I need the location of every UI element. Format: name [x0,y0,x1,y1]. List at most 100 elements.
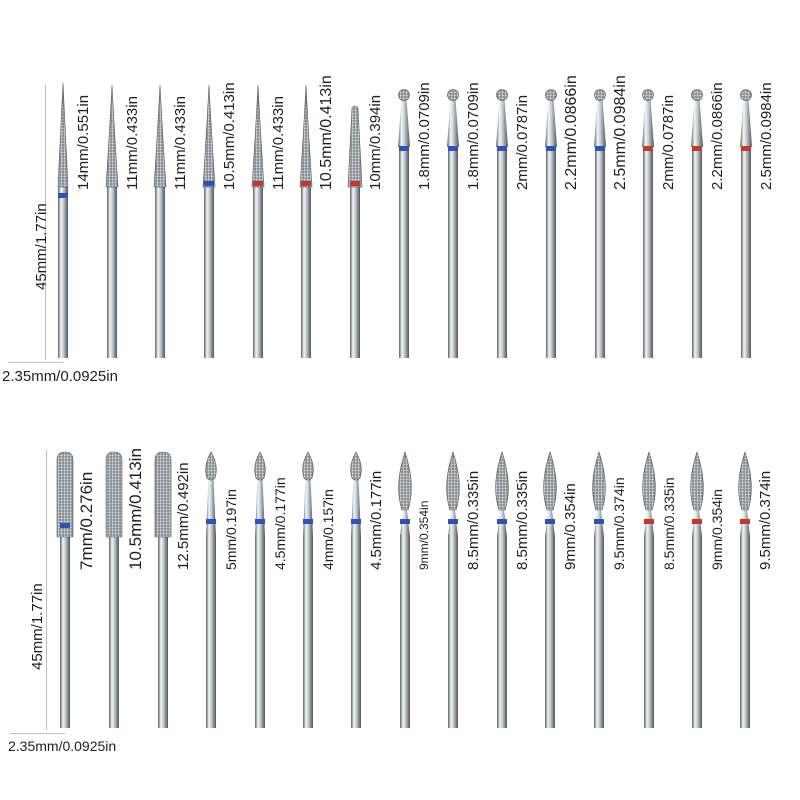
bit-size-label: 14mm/0.551in [75,94,92,190]
bit-size-label: 2mm/0.0787in [514,94,531,190]
bit-head-cone [202,84,216,188]
bit-size-label: 5mm/0.197in [223,489,239,570]
drill-bit [691,89,703,358]
color-band-red [350,181,360,186]
bit-head-flame [642,451,656,511]
drill-bit [251,84,265,358]
bit-size-label: 11mm/0.433in [124,96,141,190]
bit-head-ball [642,89,654,101]
color-band-blue [448,146,458,151]
bit-shank [255,535,265,728]
drill-bit [350,451,362,728]
color-band-blue [204,181,214,186]
bit-shank [692,145,702,358]
bit-shank [301,185,311,358]
drill-bit [592,451,606,728]
bit-size-label: 9.5mm/0.374in [611,477,627,570]
bit-head-flame [690,451,704,511]
bit-shank [351,535,361,728]
bit-shank [253,185,263,358]
shank-reference-line-top [8,362,63,363]
drill-bit [447,89,459,358]
bit-head-bud [205,451,217,481]
bit-head-flame [446,451,460,511]
bit-shank [644,535,654,728]
bit-row-top [57,82,752,358]
bit-head-ball [740,89,752,101]
color-band-blue [351,519,361,524]
drill-bit [205,451,217,728]
drill-bit [642,451,656,728]
bit-head-cone [299,84,313,188]
bit-shank [497,535,507,728]
bit-size-label: 4.5mm/0.177in [368,470,385,570]
bit-shank [399,145,409,358]
drill-bit [154,451,172,728]
drill-bit [398,89,410,358]
bit-shank [204,185,214,358]
bit-shank [206,535,216,728]
drill-bit [153,84,167,358]
bit-size-label: 7mm/0.276in [77,471,96,570]
bit-head-bud [254,451,266,481]
bit-size-label: 4.5mm/0.177in [272,477,288,570]
bit-size-label: 11mm/0.433in [270,96,287,190]
drill-bit [543,451,557,728]
color-band-blue [303,519,313,524]
bit-shank [109,535,119,728]
bit-head-ball [447,89,459,101]
color-band-blue [448,519,458,524]
bit-size-label: 8.5mm/0.335in [661,477,677,570]
color-band-blue [497,519,507,524]
bit-head-ball [691,89,703,101]
bit-size-label: 10.5mm/0.413in [221,82,238,190]
color-band-blue [60,523,70,528]
drill-bit [594,89,606,358]
bit-head-ball [594,89,606,101]
drill-bit [299,84,313,358]
color-band-blue [58,193,68,198]
bit-size-label: 2.5mm/0.0984in [612,75,629,190]
drill-bit [105,451,123,728]
color-band-blue [399,146,409,151]
bit-head-bud [302,451,314,481]
bit-head-cone [153,84,167,188]
bit-shank [107,185,117,358]
drill-bit [202,84,216,358]
color-band-red [253,181,263,186]
bit-shank [741,145,751,358]
color-band-blue [206,519,216,524]
bit-size-label: 11mm/0.433in [172,96,189,190]
bit-head-bud [350,451,362,481]
drill-bit [254,451,266,728]
bit-head-barrel [56,451,74,538]
bit-shank [448,535,458,728]
bit-head-flame [495,451,509,511]
bit-head-flame [738,451,752,511]
color-band-red [740,519,750,524]
color-band-blue [497,146,507,151]
drill-bit [642,89,654,358]
bit-head-flame [592,451,606,511]
drill-bit [302,451,314,728]
bit-shank [497,145,507,358]
color-band-red [644,519,654,524]
bit-size-label: 2.5mm/0.0984in [758,82,775,190]
bit-shank [303,535,313,728]
color-band-blue [594,519,604,524]
drill-bit [740,89,752,358]
bit-head-needle [57,82,69,188]
drill-bit [496,89,508,358]
bit-head-barrel [154,451,172,538]
shank-reference-line-bottom [10,733,65,734]
bit-size-label: 12.5mm/0.492in [175,462,192,570]
bit-shank [545,535,555,728]
color-band-blue [545,519,555,524]
shank-label-top: 2.35mm/0.0925in [2,368,118,385]
drill-bit [545,89,557,358]
bit-size-label: 4mm/0.157in [320,489,336,570]
bit-shank [60,535,70,728]
bit-size-label: 8.5mm/0.335in [465,470,482,570]
